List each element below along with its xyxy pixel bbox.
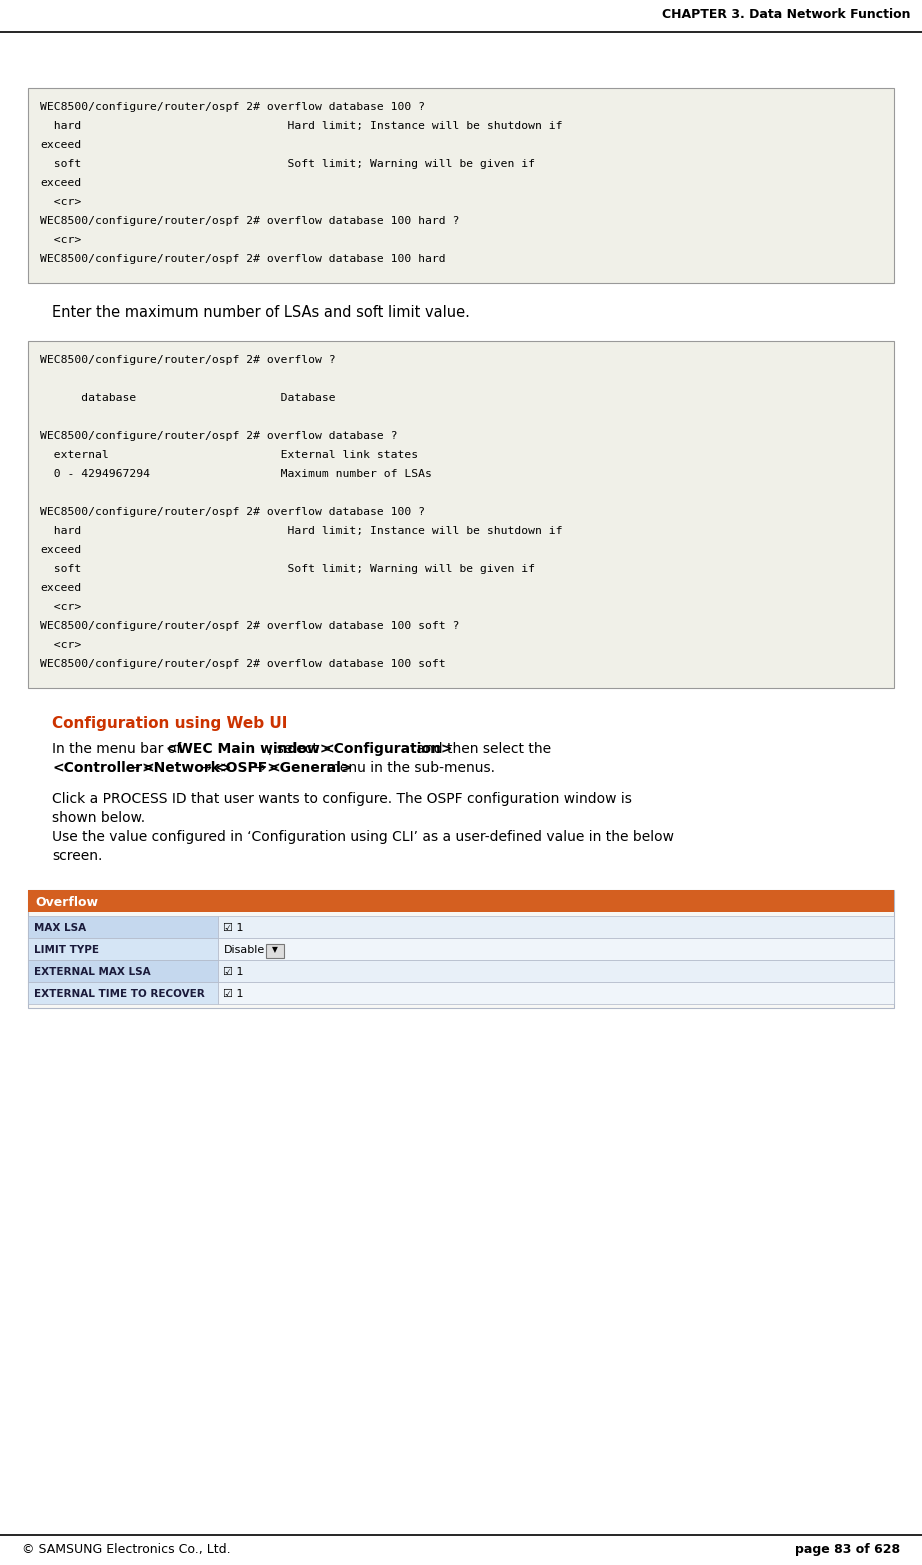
Text: Enter the maximum number of LSAs and soft limit value.: Enter the maximum number of LSAs and sof… (52, 305, 470, 319)
Bar (28, 937, 218, 959)
Text: EXTERNAL TIME TO RECOVER: EXTERNAL TIME TO RECOVER (34, 989, 205, 998)
Text: <cr>: <cr> (40, 640, 81, 649)
Text: LIMIT TYPE: LIMIT TYPE (34, 945, 99, 955)
Bar (218, 981, 894, 1005)
Text: exceed: exceed (40, 139, 81, 150)
Bar (218, 959, 894, 981)
Text: EXTERNAL MAX LSA: EXTERNAL MAX LSA (34, 967, 150, 977)
Text: exceed: exceed (40, 545, 81, 556)
Text: In the menu bar of: In the menu bar of (52, 742, 185, 756)
Text: Configuration using Web UI: Configuration using Web UI (52, 717, 288, 731)
Text: <Controller>: <Controller> (52, 761, 154, 775)
Text: screen.: screen. (52, 848, 102, 862)
Text: soft                              Soft limit; Warning will be given if: soft Soft limit; Warning will be given i… (40, 563, 535, 574)
Bar (28, 341, 894, 689)
Text: WEC8500/configure/router/ospf 2# overflow database 100 hard: WEC8500/configure/router/ospf 2# overflo… (40, 254, 445, 264)
Text: 0 - 4294967294                   Maximum number of LSAs: 0 - 4294967294 Maximum number of LSAs (40, 470, 431, 479)
Text: © SAMSUNG Electronics Co., Ltd.: © SAMSUNG Electronics Co., Ltd. (22, 1543, 230, 1557)
Bar (28, 981, 218, 1005)
Text: and then select the: and then select the (412, 742, 551, 756)
Bar (28, 916, 218, 937)
Text: WEC8500/configure/router/ospf 2# overflow database 100 soft ?: WEC8500/configure/router/ospf 2# overflo… (40, 621, 459, 631)
Text: hard                              Hard limit; Instance will be shutdown if: hard Hard limit; Instance will be shutdo… (40, 121, 562, 131)
Text: <Network>: <Network> (142, 761, 231, 775)
Text: exceed: exceed (40, 178, 81, 188)
Text: ▼: ▼ (272, 945, 278, 955)
Text: →: → (250, 761, 270, 775)
Text: <cr>: <cr> (40, 603, 81, 612)
Text: hard                              Hard limit; Instance will be shutdown if: hard Hard limit; Instance will be shutdo… (40, 526, 562, 535)
Text: <OSPF>: <OSPF> (214, 761, 278, 775)
Text: →: → (196, 761, 217, 775)
Text: exceed: exceed (40, 584, 81, 593)
Text: external                         External link states: external External link states (40, 451, 418, 460)
Text: CHAPTER 3. Data Network Function: CHAPTER 3. Data Network Function (661, 8, 910, 20)
Text: WEC8500/configure/router/ospf 2# overflow database 100 ?: WEC8500/configure/router/ospf 2# overflo… (40, 102, 425, 113)
Text: WEC8500/configure/router/ospf 2# overflow database ?: WEC8500/configure/router/ospf 2# overflo… (40, 430, 397, 441)
Bar (218, 916, 894, 937)
Text: ☑ 1: ☑ 1 (223, 989, 243, 998)
Text: page 83 of 628: page 83 of 628 (795, 1543, 900, 1557)
Bar (28, 890, 894, 912)
Text: , select: , select (268, 742, 323, 756)
Text: <WEC Main window>: <WEC Main window> (166, 742, 332, 756)
Text: <cr>: <cr> (40, 235, 81, 246)
Text: Overflow: Overflow (35, 895, 98, 909)
Text: WEC8500/configure/router/ospf 2# overflow database 100 soft: WEC8500/configure/router/ospf 2# overflo… (40, 659, 445, 668)
Text: database                     Database: database Database (40, 393, 336, 404)
Bar (28, 88, 894, 283)
Text: WEC8500/configure/router/ospf 2# overflow ?: WEC8500/configure/router/ospf 2# overflo… (40, 355, 336, 365)
Text: →: → (124, 761, 145, 775)
Text: menu in the sub-menus.: menu in the sub-menus. (322, 761, 495, 775)
Text: soft                              Soft limit; Warning will be given if: soft Soft limit; Warning will be given i… (40, 160, 535, 169)
Text: Use the value configured in ‘Configuration using CLI’ as a user-defined value in: Use the value configured in ‘Configurati… (52, 829, 674, 844)
Text: <cr>: <cr> (40, 197, 81, 207)
Text: Disable: Disable (224, 945, 266, 955)
Text: <Configuration>: <Configuration> (322, 742, 453, 756)
Text: WEC8500/configure/router/ospf 2# overflow database 100 hard ?: WEC8500/configure/router/ospf 2# overflo… (40, 216, 459, 225)
Text: MAX LSA: MAX LSA (34, 923, 86, 933)
Bar (28, 890, 894, 1008)
Bar (218, 937, 894, 959)
Text: ☑ 1: ☑ 1 (223, 967, 243, 977)
Text: <General>: <General> (268, 761, 352, 775)
Text: Click a PROCESS ID that user wants to configure. The OSPF configuration window i: Click a PROCESS ID that user wants to co… (52, 792, 632, 806)
Text: ☑ 1: ☑ 1 (223, 923, 243, 933)
Bar (266, 944, 284, 958)
Text: shown below.: shown below. (52, 811, 145, 825)
Bar (28, 959, 218, 981)
Text: WEC8500/configure/router/ospf 2# overflow database 100 ?: WEC8500/configure/router/ospf 2# overflo… (40, 507, 425, 516)
